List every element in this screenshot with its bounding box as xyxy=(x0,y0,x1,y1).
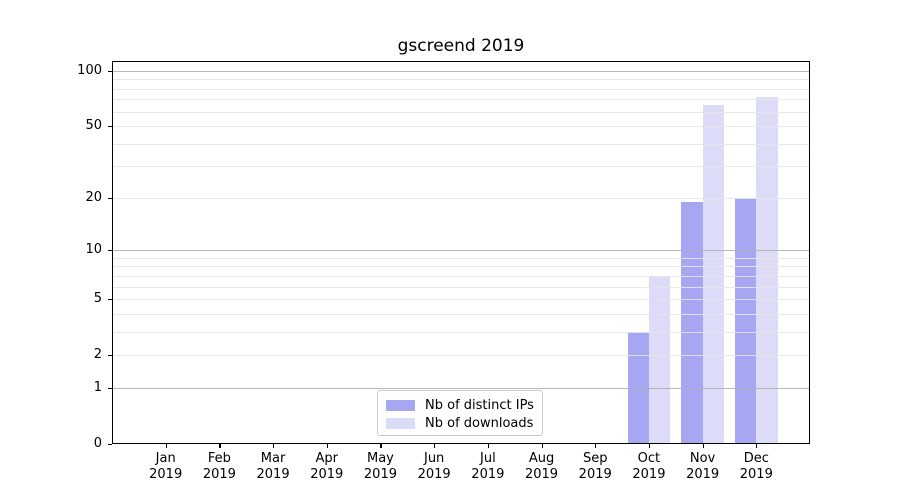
x-tickmark xyxy=(434,444,436,448)
y-tick-label: 5 xyxy=(93,291,102,307)
x-tickmark xyxy=(756,444,758,448)
legend-swatch-distinct-ips xyxy=(386,399,415,411)
chart-title: gscreend 2019 xyxy=(397,36,525,56)
y-tick-label: 2 xyxy=(93,347,102,363)
y-tickmark xyxy=(108,355,112,357)
x-tick-label: Mar 2019 xyxy=(256,451,290,482)
legend: Nb of distinct IPs Nb of downloads xyxy=(377,390,543,436)
y-tickmark xyxy=(108,444,112,446)
y-tick-label: 0 xyxy=(93,436,102,451)
y-tick-label: 10 xyxy=(85,242,102,258)
bar-distinct-ips-oct xyxy=(627,331,649,444)
bar-downloads-nov xyxy=(702,105,724,444)
x-tickmark xyxy=(326,444,328,448)
legend-label-downloads: Nb of downloads xyxy=(425,415,534,431)
x-tick-label: Oct 2019 xyxy=(632,451,666,482)
x-tick-label: Jun 2019 xyxy=(417,451,451,482)
x-tickmark xyxy=(702,444,704,448)
x-tickmark xyxy=(487,444,490,448)
x-tickmark xyxy=(273,444,275,448)
x-tickmark xyxy=(165,444,167,448)
bar-downloads-dec xyxy=(756,97,778,444)
legend-swatch-downloads xyxy=(386,417,415,429)
legend-label-distinct-ips: Nb of distinct IPs xyxy=(425,397,534,413)
y-tickmark xyxy=(108,299,112,301)
y-tick-label: 100 xyxy=(77,62,102,78)
x-tick-label: Sep 2019 xyxy=(578,451,612,482)
x-tick-label: Apr 2019 xyxy=(310,451,344,482)
x-tick-label: Aug 2019 xyxy=(524,451,559,482)
plot-area: Nb of distinct IPs Nb of downloads xyxy=(112,61,810,444)
bar-distinct-ips-dec xyxy=(734,197,757,444)
y-tickmark xyxy=(108,387,112,390)
y-tick-label: 50 xyxy=(85,118,102,134)
y-tick-label: 1 xyxy=(93,379,102,395)
x-tickmark xyxy=(648,444,651,448)
y-tickmark xyxy=(108,126,112,128)
x-tick-label: May 2019 xyxy=(363,451,397,482)
bar-downloads-oct xyxy=(648,275,671,444)
legend-row-downloads: Nb of downloads xyxy=(386,414,542,432)
x-tick-label: Feb 2019 xyxy=(202,451,236,482)
x-tick-label: Dec 2019 xyxy=(739,451,773,482)
x-tick-label: Jan 2019 xyxy=(149,451,183,482)
y-tickmark xyxy=(108,70,112,72)
x-tickmark xyxy=(595,444,597,448)
x-tickmark xyxy=(541,444,543,448)
x-tickmark xyxy=(380,444,382,448)
y-tick-label: 20 xyxy=(85,189,102,205)
y-tickmark xyxy=(108,197,112,199)
legend-row-distinct-ips: Nb of distinct IPs xyxy=(386,396,542,414)
y-tickmark xyxy=(108,250,112,252)
x-tick-label: Nov 2019 xyxy=(686,451,720,482)
bar-distinct-ips-nov xyxy=(681,201,703,444)
x-tickmark xyxy=(219,444,221,448)
bars-layer xyxy=(112,61,810,444)
x-tick-label: Jul 2019 xyxy=(471,451,505,482)
